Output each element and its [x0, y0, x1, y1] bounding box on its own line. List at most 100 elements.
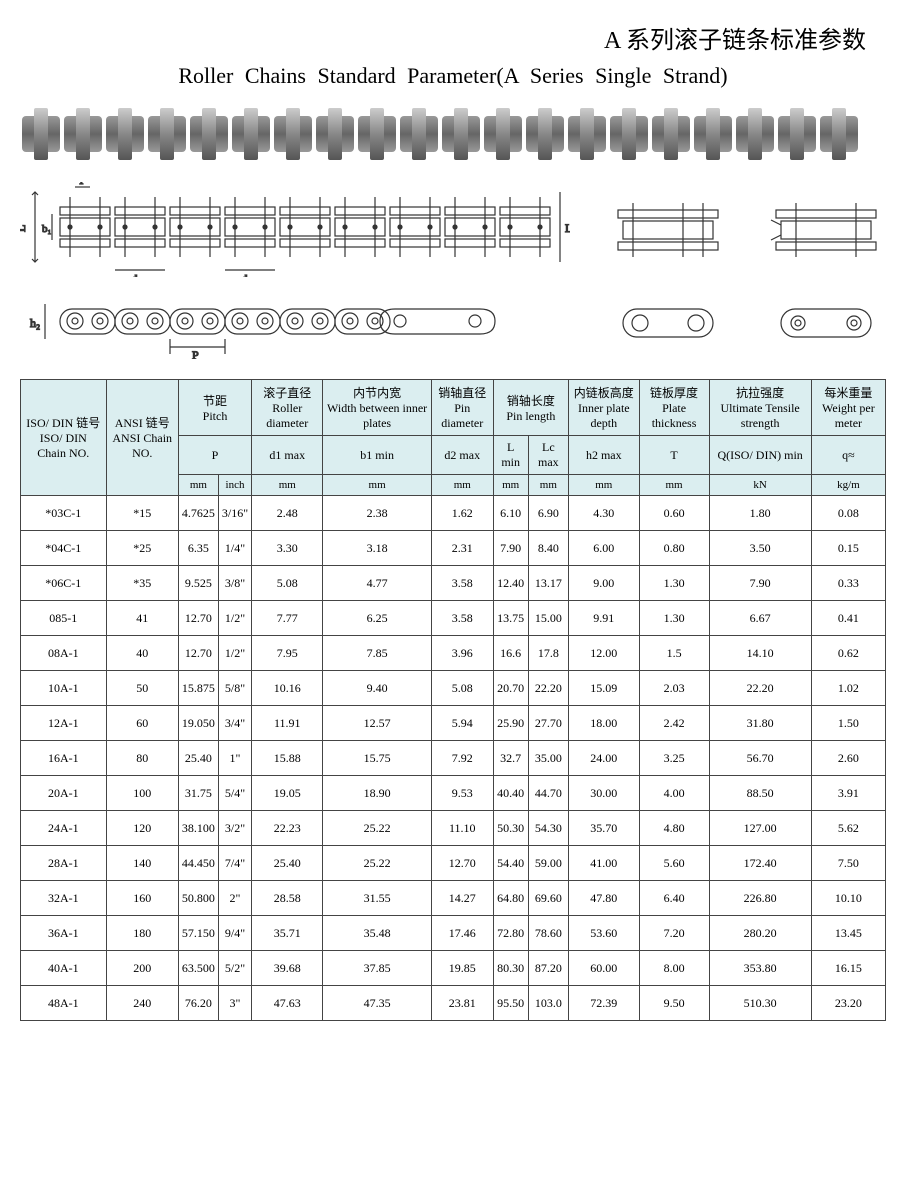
title-english: Roller Chains Standard Parameter(A Serie… — [20, 63, 886, 89]
table-cell: 2.60 — [811, 741, 885, 776]
table-cell: 6.00 — [568, 531, 639, 566]
table-cell: 7.50 — [811, 846, 885, 881]
table-cell: 18.00 — [568, 706, 639, 741]
table-cell: 54.30 — [528, 811, 568, 846]
table-cell: 12A-1 — [21, 706, 107, 741]
table-cell: 3.58 — [431, 566, 493, 601]
table-body: *03C-1*154.76253/16"2.482.381.626.106.90… — [21, 496, 886, 1021]
table-cell: 12.70 — [178, 636, 218, 671]
table-row: 08A-14012.701/2"7.957.853.9616.617.812.0… — [21, 636, 886, 671]
table-cell: 20.70 — [493, 671, 528, 706]
table-cell: 353.80 — [709, 951, 811, 986]
table-cell: 7.92 — [431, 741, 493, 776]
table-cell: 3.30 — [252, 531, 323, 566]
table-cell: 40.40 — [493, 776, 528, 811]
table-cell: 5/2" — [218, 951, 251, 986]
table-cell: 28A-1 — [21, 846, 107, 881]
table-cell: 5/4" — [218, 776, 251, 811]
table-cell: 16.6 — [493, 636, 528, 671]
table-cell: 57.150 — [178, 916, 218, 951]
table-cell: 100 — [106, 776, 178, 811]
table-cell: 80.30 — [493, 951, 528, 986]
table-cell: 41.00 — [568, 846, 639, 881]
table-cell: 76.20 — [178, 986, 218, 1021]
table-cell: 40A-1 — [21, 951, 107, 986]
table-cell: 9.53 — [431, 776, 493, 811]
table-cell: *04C-1 — [21, 531, 107, 566]
table-cell: 7.77 — [252, 601, 323, 636]
svg-text:d₁: d₁ — [132, 273, 142, 277]
table-cell: 12.57 — [323, 706, 431, 741]
table-cell: 3/2" — [218, 811, 251, 846]
table-cell: 64.80 — [493, 881, 528, 916]
table-cell: 3.91 — [811, 776, 885, 811]
link-plate-2 — [766, 299, 886, 349]
table-cell: 80 — [106, 741, 178, 776]
table-cell: 0.60 — [639, 496, 709, 531]
svg-text:P: P — [192, 348, 199, 359]
table-cell: 0.80 — [639, 531, 709, 566]
table-cell: 56.70 — [709, 741, 811, 776]
table-cell: 24.00 — [568, 741, 639, 776]
table-cell: 9/4" — [218, 916, 251, 951]
table-cell: 50 — [106, 671, 178, 706]
table-cell: 103.0 — [528, 986, 568, 1021]
table-row: 36A-118057.1509/4"35.7135.4817.4672.8078… — [21, 916, 886, 951]
table-cell: 5.94 — [431, 706, 493, 741]
table-cell: 1.62 — [431, 496, 493, 531]
table-cell: 25.40 — [178, 741, 218, 776]
table-cell: 240 — [106, 986, 178, 1021]
table-cell: 13.45 — [811, 916, 885, 951]
table-cell: 39.68 — [252, 951, 323, 986]
table-cell: 9.91 — [568, 601, 639, 636]
table-cell: 44.70 — [528, 776, 568, 811]
table-cell: 9.525 — [178, 566, 218, 601]
table-cell: 3/16" — [218, 496, 251, 531]
table-cell: 3.18 — [323, 531, 431, 566]
table-cell: 47.35 — [323, 986, 431, 1021]
table-cell: 12.40 — [493, 566, 528, 601]
table-cell: 7.95 — [252, 636, 323, 671]
table-cell: 30.00 — [568, 776, 639, 811]
table-cell: 15.75 — [323, 741, 431, 776]
table-row: 32A-116050.8002"28.5831.5514.2764.8069.6… — [21, 881, 886, 916]
table-cell: 23.20 — [811, 986, 885, 1021]
table-cell: 2.38 — [323, 496, 431, 531]
table-cell: 20A-1 — [21, 776, 107, 811]
table-cell: 50.30 — [493, 811, 528, 846]
table-cell: 1/4" — [218, 531, 251, 566]
table-cell: 60 — [106, 706, 178, 741]
chain-photo-illustration — [20, 104, 886, 164]
table-cell: 08A-1 — [21, 636, 107, 671]
table-cell: 14.27 — [431, 881, 493, 916]
table-cell: 6.35 — [178, 531, 218, 566]
table-cell: 31.80 — [709, 706, 811, 741]
table-cell: 2.31 — [431, 531, 493, 566]
table-cell: 2.42 — [639, 706, 709, 741]
table-cell: 6.25 — [323, 601, 431, 636]
specification-table: ISO/ DIN 链号ISO/ DIN Chain NO. ANSI 链号ANS… — [20, 379, 886, 1021]
svg-text:Lc: Lc — [565, 221, 570, 235]
table-cell: 13.17 — [528, 566, 568, 601]
table-cell: 17.8 — [528, 636, 568, 671]
table-cell: 6.10 — [493, 496, 528, 531]
table-cell: 4.77 — [323, 566, 431, 601]
table-cell: 12.70 — [178, 601, 218, 636]
table-cell: 50.800 — [178, 881, 218, 916]
top-view-diagram: h₂ — [20, 289, 570, 359]
technical-diagrams: L b₁ T — [20, 182, 886, 359]
table-cell: 72.39 — [568, 986, 639, 1021]
table-cell: 16A-1 — [21, 741, 107, 776]
table-cell: 7.85 — [323, 636, 431, 671]
table-cell: 127.00 — [709, 811, 811, 846]
table-cell: 17.46 — [431, 916, 493, 951]
table-cell: 19.05 — [252, 776, 323, 811]
table-cell: 41 — [106, 601, 178, 636]
table-cell: *06C-1 — [21, 566, 107, 601]
table-cell: 23.81 — [431, 986, 493, 1021]
table-cell: 3.50 — [709, 531, 811, 566]
table-cell: 38.100 — [178, 811, 218, 846]
table-cell: 37.85 — [323, 951, 431, 986]
table-cell: 14.10 — [709, 636, 811, 671]
table-cell: 6.40 — [639, 881, 709, 916]
